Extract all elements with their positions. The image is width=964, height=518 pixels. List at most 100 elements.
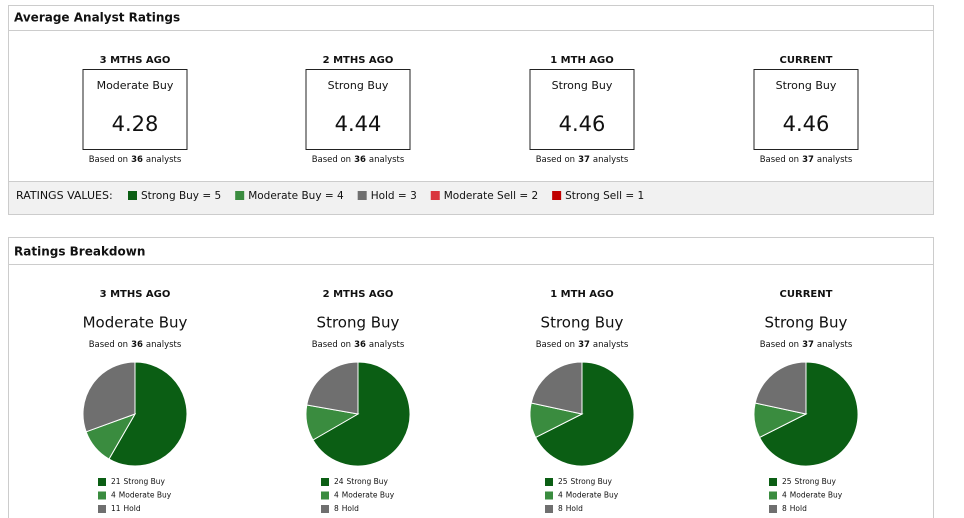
based-on-suffix: analysts	[817, 155, 853, 165]
legend-text: 24 Strong Buy	[334, 477, 389, 486]
based-on-suffix: analysts	[369, 340, 405, 350]
legend-category: Hold	[790, 504, 807, 513]
pie-slice	[108, 361, 188, 467]
rating-text: Strong Buy	[317, 314, 400, 332]
period-label: 3 MTHS AGO	[100, 55, 171, 66]
legend-text: 25 Strong Buy	[782, 477, 837, 486]
legend-count: 8	[558, 504, 563, 513]
legend-swatch	[545, 478, 553, 486]
legend-strip	[9, 182, 933, 214]
rating-text: Strong Buy	[328, 79, 389, 92]
legend-swatch	[769, 478, 777, 486]
based-on: Based on 36 analysts	[312, 155, 405, 165]
legend-text: 25 Strong Buy	[558, 477, 613, 486]
legend-text: 8 Hold	[334, 504, 359, 513]
rating-text: Strong Buy	[541, 314, 624, 332]
panel-title: Ratings Breakdown	[14, 245, 145, 259]
legend-category: Moderate Buy	[119, 491, 172, 500]
legend-category: Hold	[566, 504, 583, 513]
legend-text: 21 Strong Buy	[111, 477, 166, 486]
rating-box	[753, 69, 859, 150]
based-on-prefix: Based on	[760, 155, 799, 165]
legend-category: Moderate Buy	[566, 491, 619, 500]
legend-text: 4 Moderate Buy	[111, 491, 172, 500]
analyst-count: 36	[354, 155, 366, 165]
legend-swatch	[98, 491, 106, 500]
period-label: CURRENT	[780, 289, 833, 300]
rating-score: 4.46	[783, 112, 830, 136]
based-on-prefix: Based on	[760, 340, 799, 350]
rating-score: 4.46	[559, 112, 606, 136]
period-label: CURRENT	[780, 55, 833, 66]
panel-title: Average Analyst Ratings	[14, 11, 180, 25]
legend-count: 21	[111, 477, 121, 486]
legend-count: 25	[558, 477, 568, 486]
based-on-prefix: Based on	[89, 340, 128, 350]
based-on-suffix: analysts	[146, 155, 182, 165]
based-on-prefix: Based on	[312, 340, 351, 350]
legend-swatch	[321, 491, 329, 500]
period-label: 1 MTH AGO	[550, 289, 614, 300]
legend-label: RATINGS VALUES:	[16, 189, 113, 202]
legend-count: 4	[111, 491, 116, 500]
pie-slice	[82, 361, 136, 433]
based-on: Based on 37 analysts	[536, 155, 629, 165]
legend-text: 8 Hold	[782, 504, 807, 513]
analyst-count: 37	[802, 340, 814, 350]
legend-category: Strong Buy	[124, 477, 166, 486]
legend-category: Strong Buy	[571, 477, 613, 486]
legend-swatch	[321, 505, 329, 513]
analyst-count: 37	[578, 155, 590, 165]
based-on: Based on 37 analysts	[536, 340, 629, 350]
legend-text: 4 Moderate Buy	[558, 491, 619, 500]
legend-category: Moderate Buy	[342, 491, 395, 500]
based-on: Based on 37 analysts	[760, 155, 853, 165]
pie-slice	[530, 361, 583, 415]
legend-swatch	[545, 505, 553, 513]
legend-swatch	[769, 491, 777, 500]
legend-text: Strong Sell = 1	[565, 190, 644, 202]
legend-swatch	[128, 191, 137, 200]
legend-category: Hold	[124, 504, 141, 513]
pie-slice	[312, 361, 411, 467]
legend-count: 4	[334, 491, 339, 500]
legend-swatch	[769, 505, 777, 513]
legend-count: 4	[782, 491, 787, 500]
legend-category: Moderate Buy	[790, 491, 843, 500]
legend-text: Moderate Buy = 4	[248, 190, 344, 202]
legend-count: 25	[782, 477, 792, 486]
rating-text: Strong Buy	[765, 314, 848, 332]
analyst-count: 37	[802, 155, 814, 165]
based-on-suffix: analysts	[146, 340, 182, 350]
legend-count: 4	[558, 491, 563, 500]
period-label: 3 MTHS AGO	[100, 289, 171, 300]
legend-swatch	[430, 191, 440, 200]
rating-box	[305, 69, 411, 150]
legend-swatch	[545, 491, 553, 500]
rating-score: 4.44	[335, 112, 382, 136]
pie-slice	[754, 361, 807, 415]
rating-box	[82, 69, 188, 150]
legend-category: Strong Buy	[795, 477, 837, 486]
based-on-suffix: analysts	[817, 340, 853, 350]
analyst-count: 36	[131, 155, 143, 165]
based-on-prefix: Based on	[536, 340, 575, 350]
rating-box	[529, 69, 635, 150]
legend-swatch	[98, 505, 106, 513]
period-label: 1 MTH AGO	[550, 55, 614, 66]
legend-text: Moderate Sell = 2	[444, 190, 538, 202]
based-on: Based on 37 analysts	[760, 340, 853, 350]
based-on-suffix: analysts	[593, 155, 629, 165]
legend-swatch	[98, 478, 106, 486]
rating-score: 4.28	[112, 112, 159, 136]
analyst-count: 36	[131, 340, 143, 350]
rating-text: Strong Buy	[776, 79, 837, 92]
pie-slice	[758, 361, 859, 467]
based-on-suffix: analysts	[593, 340, 629, 350]
based-on-prefix: Based on	[89, 155, 128, 165]
legend-category: Hold	[342, 504, 359, 513]
rating-text: Strong Buy	[552, 79, 613, 92]
legend-count: 8	[782, 504, 787, 513]
